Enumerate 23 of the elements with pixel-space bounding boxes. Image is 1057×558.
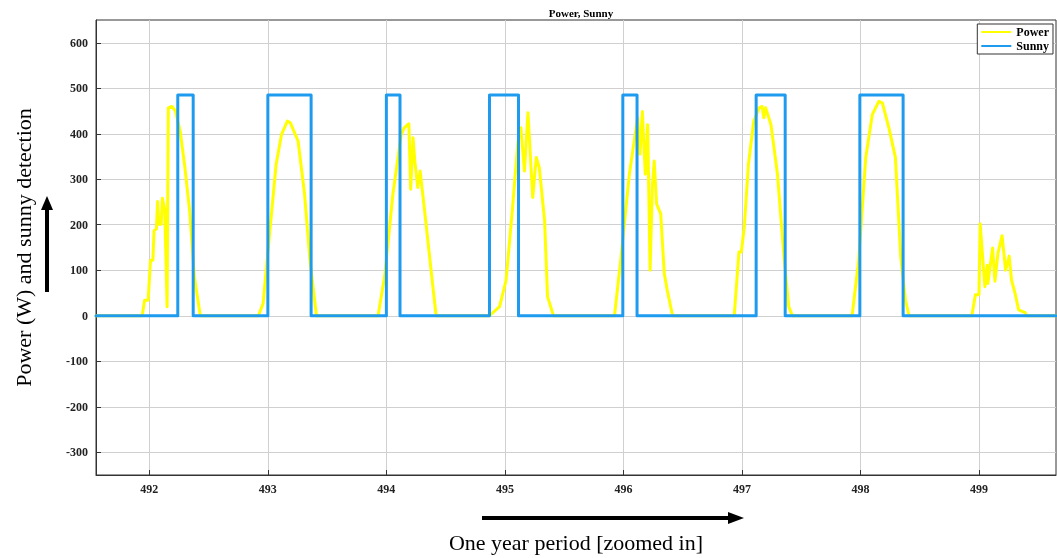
y-tick-label: 500: [70, 81, 88, 96]
y-axis-title: Power (W) and sunny detection: [10, 108, 36, 387]
x-tick-label: 499: [969, 482, 988, 496]
y-tick-label: -300: [66, 445, 88, 460]
legend-label: Power: [1016, 25, 1050, 39]
x-tick-label: 496: [614, 482, 633, 496]
y-tick-label: 600: [70, 35, 88, 50]
y-tick-label: 300: [70, 172, 88, 187]
x-axis-title: One year period [zoomed in]: [448, 529, 704, 555]
x-tick-label: 497: [732, 482, 751, 496]
x-tick-label: 493: [258, 482, 277, 496]
y-tick-label: 100: [70, 263, 88, 278]
y-tick-label: -100: [66, 354, 88, 369]
x-tick-label: 492: [140, 482, 159, 496]
legend-label: Sunny: [1016, 39, 1050, 53]
x-tick-label: 495: [495, 482, 514, 496]
y-tick-label: 200: [70, 217, 88, 232]
x-tick-label: 494: [377, 482, 396, 496]
y-tick-label: 0: [82, 308, 88, 323]
y-tick-label: -200: [66, 399, 88, 414]
chart-title: Power, Sunny: [548, 6, 614, 19]
x-tick-label: 498: [851, 482, 870, 496]
y-tick-label: 400: [70, 126, 88, 141]
